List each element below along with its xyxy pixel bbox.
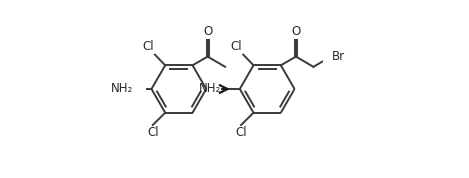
Text: Cl: Cl xyxy=(231,40,242,53)
Text: O: O xyxy=(203,25,212,38)
Text: Cl: Cl xyxy=(143,40,154,53)
Text: Br: Br xyxy=(333,50,345,63)
Text: Cl: Cl xyxy=(147,126,159,139)
Text: O: O xyxy=(291,25,301,38)
Text: NH₂: NH₂ xyxy=(199,82,221,96)
Text: NH₂: NH₂ xyxy=(111,82,133,96)
Text: Cl: Cl xyxy=(235,126,247,139)
